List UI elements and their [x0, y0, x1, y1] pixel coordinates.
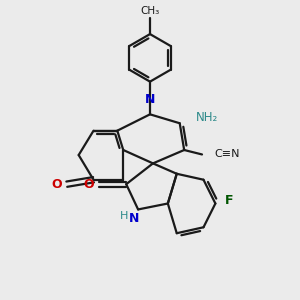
- Text: H: H: [120, 211, 128, 221]
- Text: O: O: [84, 178, 94, 191]
- Text: NH₂: NH₂: [196, 111, 218, 124]
- Text: F: F: [224, 194, 233, 207]
- Text: N: N: [145, 93, 155, 106]
- Text: CH₃: CH₃: [140, 6, 160, 16]
- Text: N: N: [128, 212, 139, 225]
- Text: O: O: [51, 178, 62, 191]
- Text: C≡N: C≡N: [214, 149, 239, 160]
